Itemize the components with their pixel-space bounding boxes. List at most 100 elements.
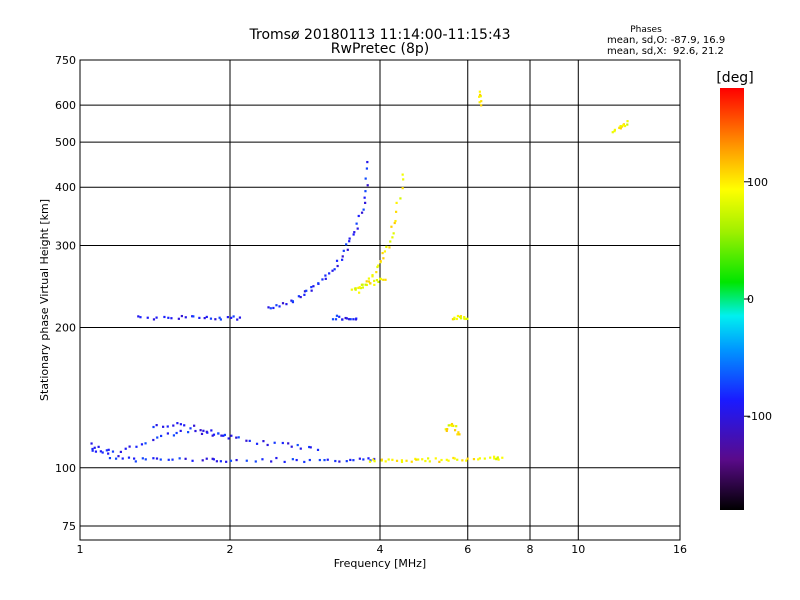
data-point-o-mode <box>133 457 136 460</box>
data-point-o-mode <box>275 456 278 460</box>
data-point-o-mode <box>341 255 344 258</box>
data-point-x-mode <box>379 259 382 263</box>
data-point-o-mode <box>270 460 273 463</box>
y-tick-label: 500 <box>55 136 76 149</box>
data-point-o-mode <box>91 447 94 451</box>
data-point-o-mode <box>316 448 320 451</box>
data-point-x-mode <box>391 458 394 461</box>
data-points <box>90 90 629 464</box>
data-point-o-mode <box>152 438 155 442</box>
data-point-o-mode <box>139 316 142 319</box>
data-point-o-mode <box>334 318 338 321</box>
data-point-x-mode <box>619 124 622 128</box>
data-point-o-mode <box>198 316 201 320</box>
data-point-x-mode <box>453 457 456 460</box>
data-point-o-mode <box>334 459 337 463</box>
colorbar-tick-label: -100 <box>747 410 772 423</box>
data-point-x-mode <box>449 424 452 427</box>
data-point-o-mode <box>303 290 307 293</box>
data-point-x-mode <box>373 279 376 283</box>
data-point-x-mode <box>620 125 624 128</box>
data-point-o-mode <box>206 431 209 434</box>
data-point-o-mode <box>324 274 327 277</box>
data-point-o-mode <box>105 449 108 452</box>
data-point-x-mode <box>390 225 393 228</box>
data-point-o-mode <box>336 264 339 268</box>
data-point-x-mode <box>401 173 404 176</box>
x-tick-label: 6 <box>464 543 471 556</box>
data-point-o-mode <box>152 457 155 460</box>
data-point-o-mode <box>144 458 147 461</box>
data-point-o-mode <box>303 460 306 464</box>
data-point-o-mode <box>235 458 238 462</box>
data-point-o-mode <box>184 316 187 319</box>
data-point-o-mode <box>203 317 206 320</box>
data-point-o-mode <box>248 439 251 442</box>
data-point-x-mode <box>478 101 481 104</box>
y-tick-label: 600 <box>55 99 76 112</box>
y-tick-label: 750 <box>55 54 76 67</box>
data-point-x-mode <box>410 460 413 463</box>
data-point-x-mode <box>382 257 385 260</box>
data-point-o-mode <box>223 433 227 437</box>
data-point-o-mode <box>355 222 358 225</box>
data-point-o-mode <box>119 450 122 453</box>
data-point-o-mode <box>324 277 327 280</box>
data-point-o-mode <box>170 317 173 320</box>
colorbar-tick-label: 0 <box>747 293 754 306</box>
data-point-x-mode <box>402 178 405 181</box>
data-point-o-mode <box>167 316 170 319</box>
data-point-o-mode <box>342 249 345 252</box>
plot-frame <box>79 59 681 541</box>
data-point-x-mode <box>405 459 408 462</box>
data-point-x-mode <box>399 197 402 200</box>
chart-subtitle: RwPretec (8p) <box>331 41 429 57</box>
data-point-x-mode <box>483 457 486 460</box>
data-point-x-mode <box>626 123 629 126</box>
data-point-o-mode <box>305 289 308 292</box>
data-point-x-mode <box>358 291 361 294</box>
data-point-o-mode <box>362 458 365 461</box>
data-point-x-mode <box>489 456 492 459</box>
data-point-o-mode <box>152 425 155 429</box>
data-point-o-mode <box>273 441 276 444</box>
data-point-o-mode <box>211 434 214 437</box>
data-point-o-mode <box>179 429 182 432</box>
data-point-o-mode <box>155 424 158 427</box>
data-point-x-mode <box>465 459 468 462</box>
data-point-x-mode <box>367 277 370 280</box>
data-point-x-mode <box>497 458 500 461</box>
data-point-x-mode <box>472 458 476 461</box>
data-point-x-mode <box>458 315 462 319</box>
data-point-x-mode <box>623 124 627 128</box>
data-point-o-mode <box>146 316 149 319</box>
data-point-x-mode <box>377 280 380 284</box>
data-point-x-mode <box>477 458 480 461</box>
data-point-o-mode <box>166 432 169 435</box>
data-point-o-mode <box>90 442 93 445</box>
data-point-o-mode <box>346 248 349 251</box>
data-point-o-mode <box>205 315 208 319</box>
data-point-x-mode <box>400 459 404 462</box>
data-point-x-mode <box>361 286 364 289</box>
data-point-o-mode <box>159 458 162 461</box>
data-point-o-mode <box>236 318 239 321</box>
data-point-o-mode <box>266 443 269 447</box>
data-point-x-mode <box>376 265 379 269</box>
data-point-o-mode <box>107 448 110 451</box>
data-point-o-mode <box>237 436 240 439</box>
data-point-x-mode <box>368 460 372 463</box>
data-point-x-mode <box>622 124 625 127</box>
data-point-x-mode <box>391 236 394 239</box>
data-point-x-mode <box>459 317 463 320</box>
data-point-o-mode <box>209 317 213 320</box>
data-point-o-mode <box>317 282 320 285</box>
data-point-o-mode <box>348 237 351 240</box>
data-point-x-mode <box>461 459 464 462</box>
x-tick-label: 10 <box>571 543 585 556</box>
data-point-x-mode <box>394 219 397 223</box>
data-point-o-mode <box>345 243 348 246</box>
data-point-x-mode <box>415 458 418 461</box>
data-point-o-mode <box>200 432 204 436</box>
data-point-x-mode <box>451 424 454 427</box>
